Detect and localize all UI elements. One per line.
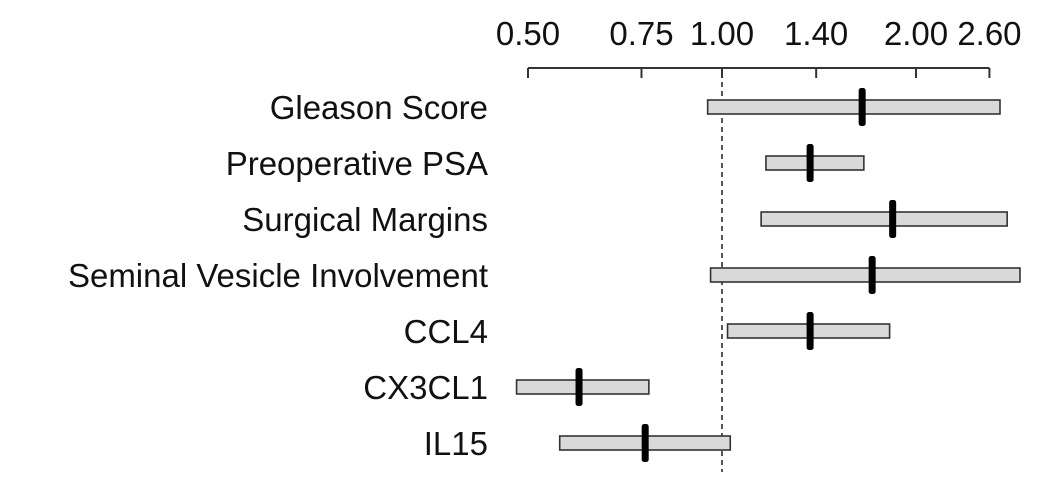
x-tick-label: 1.40 bbox=[784, 15, 848, 52]
confidence-interval-bar bbox=[706, 99, 1001, 115]
row-label: CCL4 bbox=[404, 313, 488, 350]
forest-row: Seminal Vesicle Involvement bbox=[68, 256, 1021, 294]
point-estimate-marker bbox=[806, 144, 814, 182]
x-tick-label: 0.75 bbox=[609, 15, 673, 52]
forest-row: Gleason Score bbox=[270, 88, 1001, 126]
row-label: IL15 bbox=[424, 425, 488, 462]
row-label: Seminal Vesicle Involvement bbox=[68, 257, 488, 294]
row-label: Gleason Score bbox=[270, 89, 488, 126]
point-estimate-marker bbox=[858, 88, 866, 126]
point-estimate-marker bbox=[868, 256, 876, 294]
confidence-interval-bar bbox=[765, 155, 865, 171]
row-label: Preoperative PSA bbox=[226, 145, 488, 182]
forest-row: Surgical Margins bbox=[242, 200, 1008, 238]
rows: Gleason Score Preoperative PSA Surgical Ma… bbox=[68, 88, 1021, 462]
point-estimate-marker bbox=[806, 312, 814, 350]
forest-row: CCL4 bbox=[404, 312, 891, 350]
forest-row: Preoperative PSA bbox=[226, 144, 865, 182]
row-label: Surgical Margins bbox=[242, 201, 488, 238]
x-tick-label: 0.50 bbox=[496, 15, 560, 52]
point-estimate-marker bbox=[641, 424, 649, 462]
forest-row: IL15 bbox=[424, 424, 732, 462]
confidence-interval-bar bbox=[515, 379, 650, 395]
x-tick-label: 2.00 bbox=[884, 15, 948, 52]
confidence-interval-bar bbox=[760, 211, 1008, 227]
confidence-interval-bar bbox=[709, 267, 1021, 283]
row-label: CX3CL1 bbox=[363, 369, 488, 406]
point-estimate-marker bbox=[575, 368, 583, 406]
x-tick-label: 2.60 bbox=[957, 15, 1021, 52]
forest-row: CX3CL1 bbox=[363, 368, 650, 406]
x-axis: 0.50 0.75 1.00 1.40 2.00 2.60 bbox=[496, 15, 1022, 78]
x-tick-label: 1.00 bbox=[690, 15, 754, 52]
point-estimate-marker bbox=[889, 200, 897, 238]
